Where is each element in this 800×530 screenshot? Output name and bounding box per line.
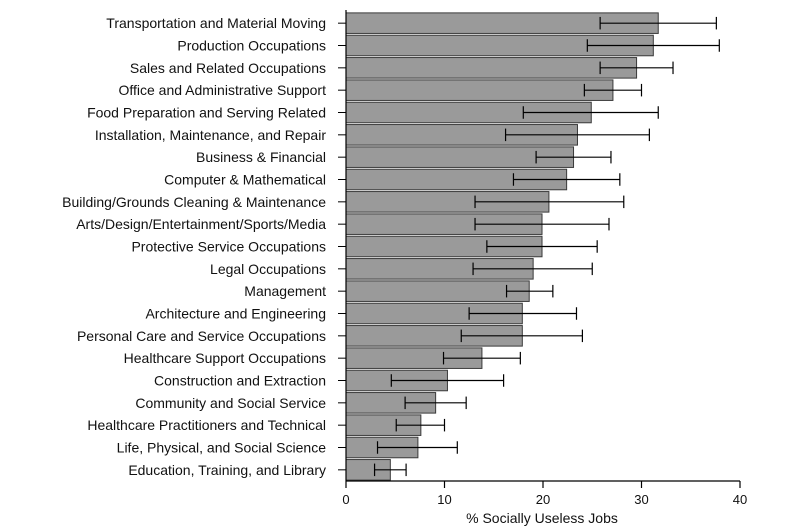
category-label: Community and Social Service <box>135 395 326 411</box>
category-label: Construction and Extraction <box>154 373 326 389</box>
x-axis: 0 10 20 30 40 <box>338 10 747 507</box>
category-label: Production Occupations <box>177 38 326 54</box>
x-axis-title: % Socially Useless Jobs <box>466 510 618 526</box>
category-label: Office and Administrative Support <box>118 82 326 98</box>
x-tick-label: 40 <box>733 492 747 507</box>
category-label: Management <box>244 283 326 299</box>
category-label: Healthcare Practitioners and Technical <box>87 417 326 433</box>
category-label: Protective Service Occupations <box>131 239 326 255</box>
category-label: Arts/Design/Entertainment/Sports/Media <box>76 216 326 232</box>
category-label: Education, Training, and Library <box>128 462 326 478</box>
category-label: Computer & Mathematical <box>164 172 326 188</box>
category-label: Sales and Related Occupations <box>130 60 326 76</box>
category-label: Transportation and Material Moving <box>106 15 326 31</box>
category-label: Personal Care and Service Occupations <box>77 328 326 344</box>
category-label: Life, Physical, and Social Science <box>117 440 327 456</box>
x-tick-label: 10 <box>437 492 451 507</box>
category-label: Food Preparation and Serving Related <box>87 105 326 121</box>
x-tick-label: 0 <box>342 492 349 507</box>
bar <box>345 280 530 302</box>
category-label: Legal Occupations <box>210 261 326 277</box>
category-label: Building/Grounds Cleaning & Maintenance <box>62 194 326 210</box>
error-bars-layer <box>373 16 720 477</box>
bar <box>345 57 638 79</box>
category-label: Installation, Maintenance, and Repair <box>95 127 326 143</box>
category-label: Architecture and Engineering <box>145 306 326 322</box>
category-labels-layer: Transportation and Material Moving Produc… <box>62 15 326 478</box>
x-tick-label: 20 <box>536 492 550 507</box>
x-tick-label: 30 <box>634 492 648 507</box>
bar <box>345 79 614 101</box>
category-label: Business & Financial <box>196 149 326 165</box>
category-label: Healthcare Support Occupations <box>124 350 326 366</box>
